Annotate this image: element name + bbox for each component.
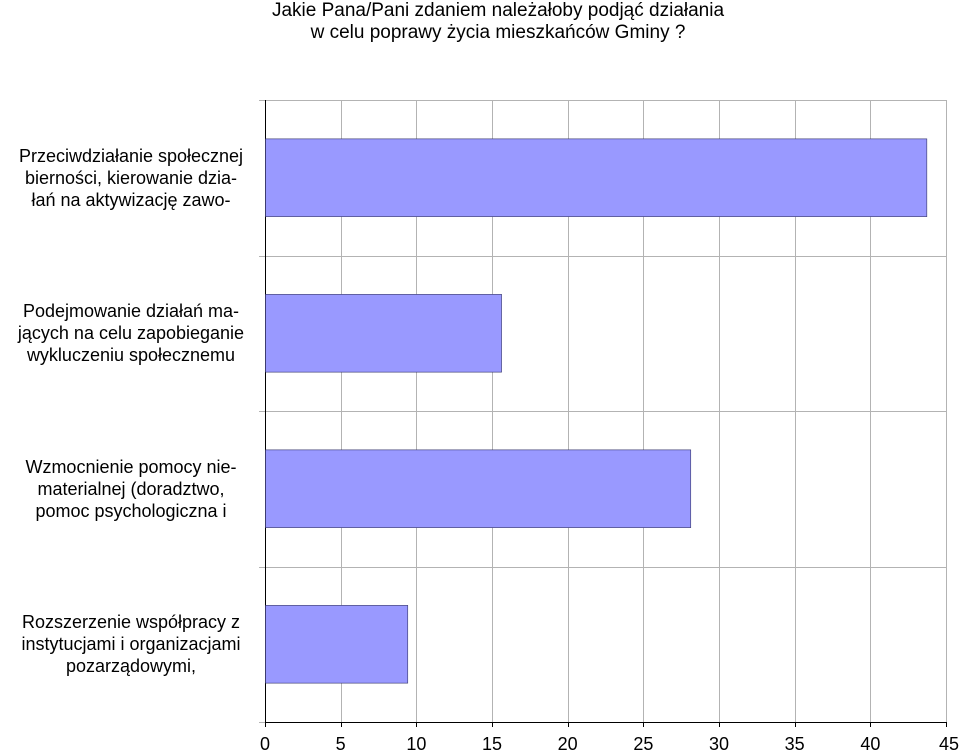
x-tick-label: 30 [708,734,730,754]
x-tick-label: 5 [335,734,346,754]
x-tick-label: 20 [557,734,578,754]
x-tick-label: 40 [860,734,881,754]
category-label: jących na celu zapobieganie [17,323,245,344]
bar [265,449,692,528]
category-label: Przeciwdziałanie społecznej [18,145,244,166]
category-label: instytucjami i organizacjami [21,634,241,655]
x-tick-label: 15 [481,734,503,754]
category-label: Rozszerzenie współpracy z [21,612,241,633]
category-label: materialnej (doradztwo, [37,478,225,499]
category-label: bierności, kierowanie dzia- [24,167,238,188]
bar [265,294,502,373]
chart-title-line-2: w celu poprawy życia mieszkańców Gminy ? [310,22,686,43]
x-tick-label: 45 [938,734,959,754]
category-label: wykluczeniu społecznemu [26,345,236,366]
x-tick-label: 0 [259,734,270,754]
category-label: pomoc psychologiczna i [35,500,227,521]
x-tick-label: 25 [633,734,654,754]
category-label: łań na aktywizację zawo- [31,189,231,210]
bar [265,138,928,217]
x-tick-label: 35 [784,734,805,754]
bar [265,605,409,684]
x-tick-label: 10 [406,734,427,754]
category-label: pozarządowymi, [65,656,197,677]
category-label: Wzmocnienie pomocy nie- [25,456,237,477]
chart-title-line-1: Jakie Pana/Pani zdaniem należałoby podją… [271,0,725,21]
category-label: Podejmowanie działań ma- [22,301,240,322]
